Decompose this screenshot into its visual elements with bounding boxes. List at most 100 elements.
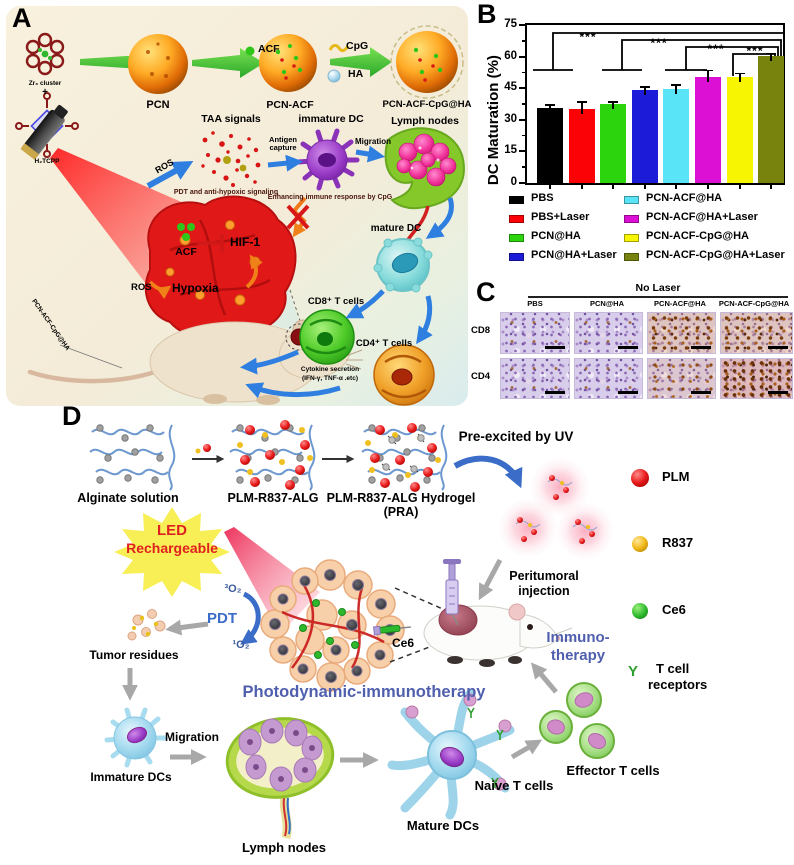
lymph-node-d xyxy=(225,717,335,839)
error-bar-stem xyxy=(549,105,551,114)
legend-label: PCN-ACF-CpG@HA xyxy=(646,230,749,242)
ihc-column-header: PBS xyxy=(527,299,543,308)
ihc-image xyxy=(647,312,716,354)
ihc-column-header: PCN-ACF-CpG@HA xyxy=(718,299,790,308)
y-tick-mark xyxy=(519,150,525,153)
hypoxia-label: Hypoxia xyxy=(172,281,219,295)
enhancing-label: Enhancing immune response by CpG xyxy=(267,194,393,201)
pdt-signaling-label: PDT and anti-hypoxic signaling xyxy=(173,189,279,196)
final-sphere-halo xyxy=(390,25,464,99)
plus-sign: + xyxy=(42,87,48,98)
pcn-acf-cpg-ha-label: PCN-ACF-CpG@HA xyxy=(382,99,472,110)
cd8-t-cells-label: CD8⁺ T cells xyxy=(307,296,365,307)
y-tick-mark xyxy=(519,87,525,90)
r837-legend-icon xyxy=(632,536,648,552)
immature-dc-label: immature DC xyxy=(298,113,364,125)
x-tick-mark xyxy=(675,185,677,189)
plm-legend-label: PLM xyxy=(662,469,690,484)
r837-legend-label: R837 xyxy=(662,535,694,550)
error-bar-stem xyxy=(770,53,772,61)
error-bar-stem xyxy=(707,70,709,82)
led-starburst xyxy=(114,507,230,597)
significance-stars: *** xyxy=(579,30,597,44)
arrow-tcell-to-mouse-1 xyxy=(239,349,299,375)
legend-label: PCN-ACF-CpG@HA+Laser xyxy=(646,249,785,261)
zr-cluster-core xyxy=(38,48,52,60)
panel-b-label: B xyxy=(477,0,497,29)
legend-swatch xyxy=(509,196,524,204)
mature-dc-d xyxy=(387,689,515,820)
legend-swatch xyxy=(624,215,639,223)
x-tick-mark xyxy=(549,185,551,189)
arrow-pdt-cycle xyxy=(240,591,261,645)
pcn-sphere xyxy=(128,34,188,94)
arrow-hypoxia-hif1 xyxy=(245,254,263,289)
arrow-synthesis-3 xyxy=(330,47,392,77)
legend-label: PCN@HA xyxy=(531,230,581,242)
pdi-label: Photodynamic-immunotherapy xyxy=(242,683,486,701)
plot-frame xyxy=(525,23,785,185)
ros-hypoxia-label: ROS xyxy=(131,282,152,293)
migration-d-label: Migration xyxy=(165,730,219,744)
pdt-label: PDT xyxy=(207,610,237,627)
blocked-arrow xyxy=(286,196,310,238)
error-bar-cap xyxy=(545,104,555,106)
y-tick-mark xyxy=(519,182,525,184)
ihc-image xyxy=(500,358,570,399)
ce6-legend-icon xyxy=(632,603,648,619)
arrow-uv-to-gel xyxy=(453,455,523,489)
hif1-label: HIF-1 xyxy=(230,235,260,249)
chart-bar xyxy=(758,55,784,183)
no-laser-header: No Laser xyxy=(635,282,681,294)
hydrogel-depots xyxy=(498,457,614,560)
injection-pointer-line xyxy=(59,344,123,369)
y-tick-label: 30 xyxy=(504,112,517,125)
chart-bar xyxy=(632,90,658,183)
x-tick-mark xyxy=(770,185,772,189)
ihc-image xyxy=(720,312,793,354)
y-minor-tick xyxy=(522,103,525,105)
tcell-receptor-icon: Y xyxy=(628,663,639,680)
arrow-effector-to-mouse xyxy=(530,662,558,694)
cd8-cell xyxy=(299,309,355,365)
error-bar-cap xyxy=(671,84,681,86)
migration-a-label: Migration xyxy=(355,137,391,146)
panel-a-label: A xyxy=(12,3,32,33)
cd4-cell xyxy=(373,344,435,406)
alginate-label: Alginate solution xyxy=(77,491,179,505)
ihc-image xyxy=(574,358,643,399)
scale-bar xyxy=(618,391,638,394)
legend-swatch xyxy=(624,253,639,261)
ihc-column-header: PCN-ACF@HA xyxy=(654,299,706,308)
legend-swatch xyxy=(509,253,524,261)
arrow-antigen-capture xyxy=(267,154,304,172)
led-label-2: Rechargeable xyxy=(126,540,218,556)
significance-stars: *** xyxy=(707,42,725,56)
x-tick-mark xyxy=(644,185,646,189)
error-bar-cap xyxy=(735,72,745,75)
legend-label: PCN-ACF@HA+Laser xyxy=(646,211,758,223)
arrow-tcell-to-mouse-2 xyxy=(245,382,341,399)
x-tick-mark xyxy=(581,185,583,189)
ha-label: HA xyxy=(348,68,364,80)
naive-t-cells-label: Naive T cells xyxy=(474,778,554,793)
arrow-dc-to-cd4 xyxy=(416,295,433,345)
legend-label: PBS+Laser xyxy=(531,211,590,223)
lymph-node-a xyxy=(384,127,465,249)
zr-cluster-icon xyxy=(25,32,65,76)
error-bar-cap xyxy=(766,52,776,55)
cpg-label: CpG xyxy=(346,40,369,52)
scale-bar xyxy=(691,346,711,349)
error-bar-stem xyxy=(739,73,741,82)
y-minor-tick xyxy=(522,134,525,137)
pcn-label: PCN xyxy=(146,99,170,111)
legend-swatch xyxy=(509,215,524,223)
legend-label: PCN-ACF@HA xyxy=(646,192,723,204)
mature-dc-cell xyxy=(373,237,433,293)
legend-swatch xyxy=(624,196,639,204)
y-minor-tick xyxy=(522,40,525,42)
arrow-ros xyxy=(146,161,194,189)
tcell-legend-label-1: T cell xyxy=(656,661,690,676)
x-tick-mark xyxy=(739,185,741,189)
